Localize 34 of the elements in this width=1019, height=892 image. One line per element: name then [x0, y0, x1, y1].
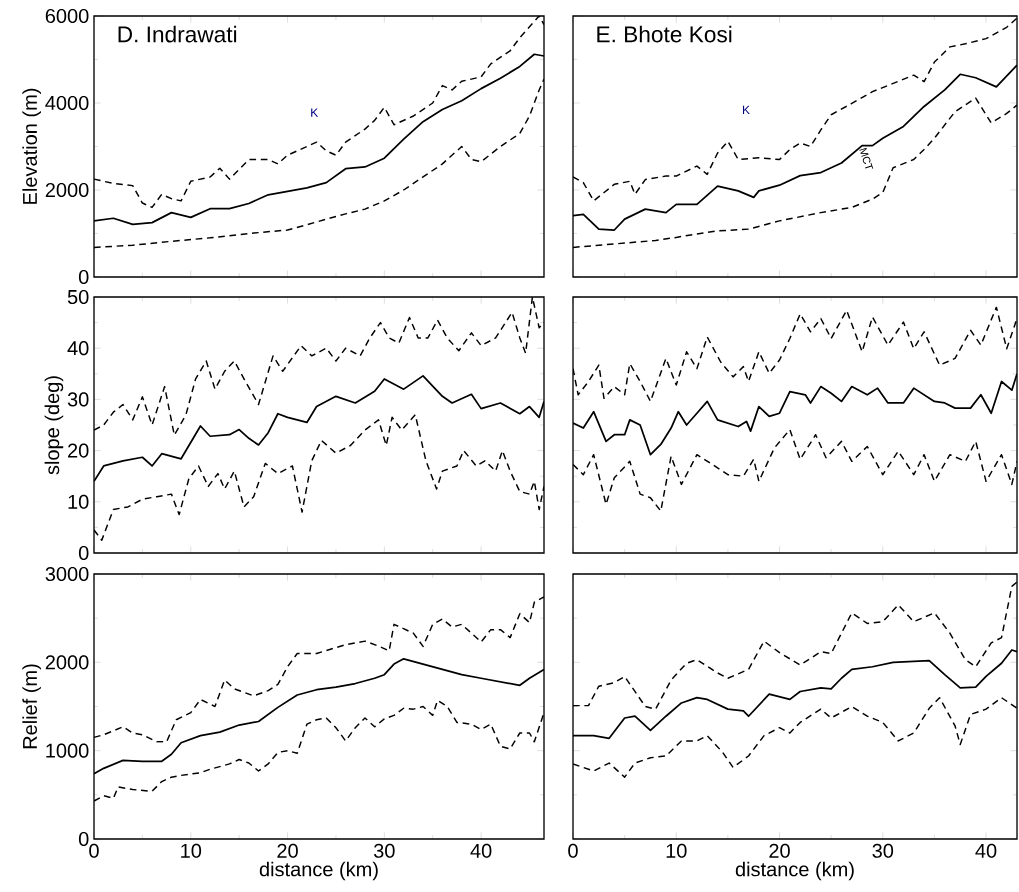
- chart-title: D. Indrawati: [118, 25, 237, 43]
- y-tick-label: 6000: [45, 8, 89, 24]
- x-tick-label: 0: [89, 843, 99, 858]
- y-axis-title: slope (deg): [44, 376, 64, 475]
- y-tick-label: 30: [67, 392, 89, 407]
- y-tick-label: 2000: [45, 182, 89, 198]
- y-tick-label: 20: [68, 443, 89, 458]
- annotation: MCT: [859, 147, 874, 169]
- x-tick-label: 0: [568, 843, 578, 858]
- x-tick-label: 20: [769, 843, 790, 858]
- y-tick-label: 0: [78, 269, 89, 285]
- y-tick-label: 0: [78, 545, 89, 561]
- x-tick-label: 30: [872, 843, 894, 858]
- y-tick-label: 0: [78, 831, 89, 847]
- x-tick-label: 10: [181, 843, 202, 858]
- x-tick-label: 30: [373, 843, 395, 858]
- annotation: K: [311, 108, 319, 117]
- y-tick-label: 4000: [45, 95, 89, 111]
- x-tick-label: 10: [666, 843, 687, 858]
- x-axis-title: distance (km): [259, 861, 378, 881]
- x-tick-label: 40: [470, 843, 492, 858]
- x-tick-label: 40: [975, 843, 997, 858]
- x-tick-label: 20: [277, 843, 298, 858]
- annotation: K: [742, 105, 750, 115]
- y-axis-title: Elevation (m): [22, 88, 41, 204]
- y-axis-title: Relief (m): [22, 664, 41, 749]
- y-tick-label: 3000: [45, 566, 89, 582]
- y-tick-label: 2000: [45, 655, 89, 670]
- y-tick-label: 40: [67, 341, 89, 356]
- chart-title: E. Bhote Kosi: [597, 25, 732, 43]
- y-tick-label: 50: [67, 289, 89, 305]
- y-tick-label: 1000: [46, 743, 89, 758]
- x-axis-title: distance (km): [735, 861, 854, 881]
- y-tick-label: 10: [68, 494, 89, 509]
